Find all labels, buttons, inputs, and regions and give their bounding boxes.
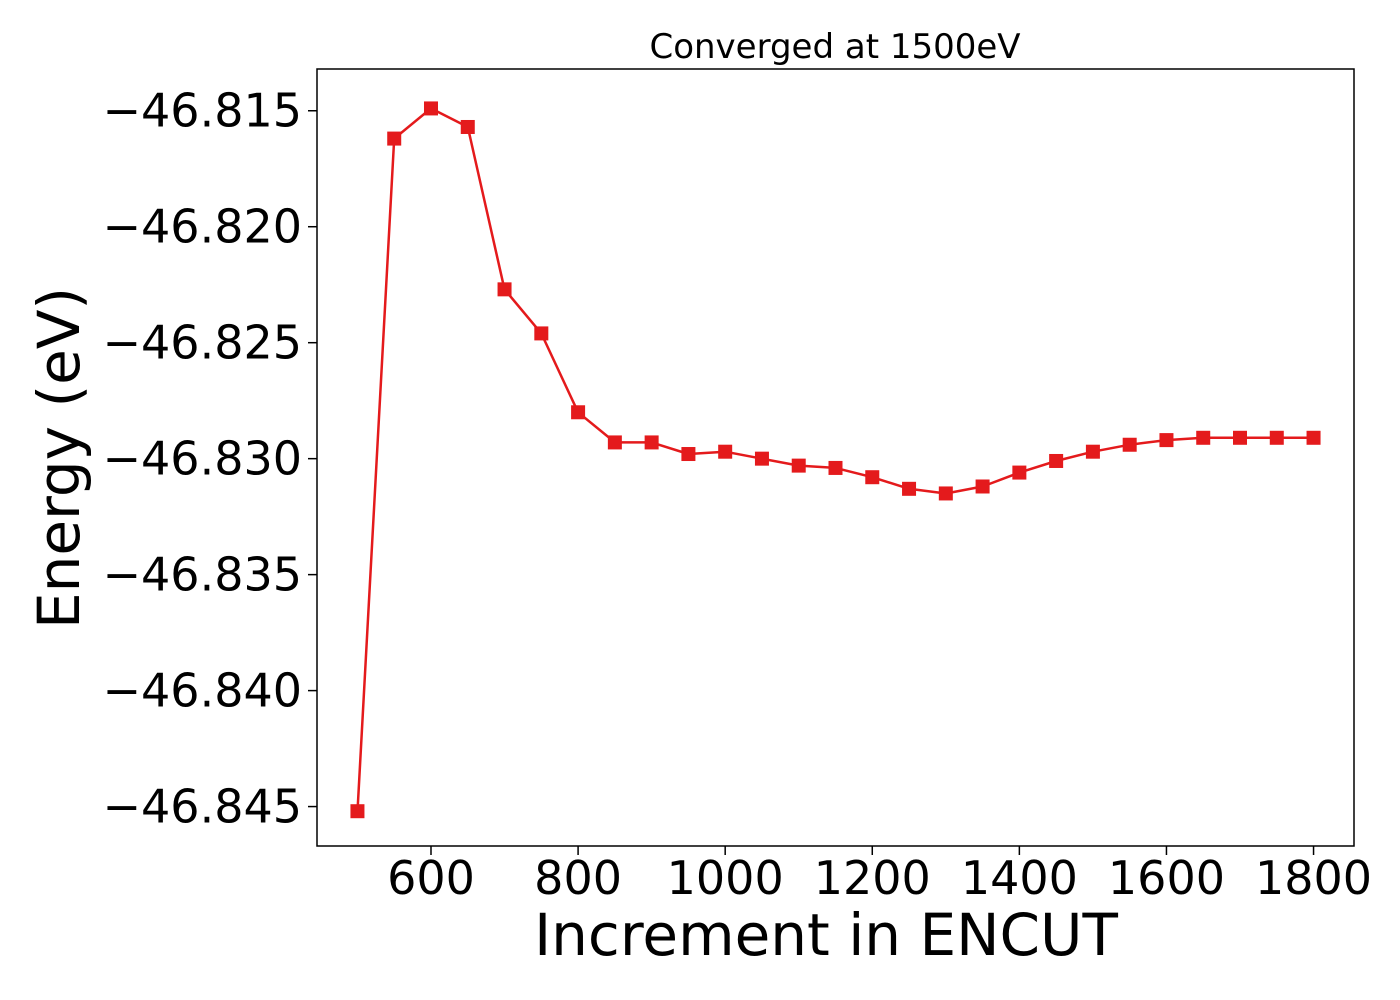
- data-point-marker: [534, 326, 549, 341]
- data-point-marker: [1306, 430, 1321, 445]
- y-tick-label: −46.835: [103, 548, 303, 602]
- data-point-marker: [350, 804, 365, 819]
- y-tick-label: −46.815: [103, 84, 303, 138]
- data-point-marker: [387, 131, 402, 146]
- data-point-marker: [1085, 444, 1100, 459]
- data-point-marker: [1233, 430, 1248, 445]
- data-point-marker: [1049, 453, 1064, 468]
- plot-area: [350, 101, 1321, 819]
- data-point-marker: [828, 460, 843, 475]
- data-point-marker: [902, 481, 917, 496]
- y-tick-label: −46.830: [103, 432, 303, 486]
- data-point-marker: [865, 470, 880, 485]
- data-point-marker: [681, 447, 696, 462]
- data-point-marker: [1269, 430, 1284, 445]
- x-tick-label: 1400: [961, 851, 1078, 905]
- x-axis-label: Increment in ENCUT: [534, 901, 1118, 969]
- data-point-marker: [718, 444, 733, 459]
- y-tick-label: −46.845: [103, 780, 303, 834]
- x-tick-label: 1800: [1255, 851, 1372, 905]
- data-point-marker: [754, 451, 769, 466]
- y-axis-label: Energy (eV): [25, 287, 93, 629]
- x-tick-label: 1600: [1108, 851, 1225, 905]
- x-axis: 600 800 1000 1200 1400 1600 1800: [387, 846, 1372, 905]
- data-point-marker: [423, 101, 438, 116]
- y-tick-label: −46.820: [103, 200, 303, 254]
- data-point-marker: [1012, 465, 1027, 480]
- y-axis: −46.815 −46.820 −46.825 −46.830 −46.835 −46.8…: [103, 84, 317, 834]
- data-point-marker: [460, 119, 475, 134]
- y-tick-label: −46.840: [103, 664, 303, 718]
- x-tick-label: 1000: [667, 851, 784, 905]
- plot-frame: [316, 68, 1355, 847]
- data-point-marker: [791, 458, 806, 473]
- y-tick-label: −46.825: [103, 316, 303, 370]
- data-point-marker: [1122, 437, 1137, 452]
- x-tick-label: 800: [534, 851, 622, 905]
- x-tick-label: 1200: [814, 851, 931, 905]
- chart-title: Converged at 1500eV: [649, 27, 1020, 67]
- data-point-marker: [1196, 430, 1211, 445]
- data-point-marker: [497, 282, 512, 297]
- data-point-marker: [644, 435, 659, 450]
- data-point-marker: [975, 479, 990, 494]
- x-tick-label: 600: [387, 851, 475, 905]
- data-point-marker: [571, 405, 586, 420]
- data-point-marker: [607, 435, 622, 450]
- data-point-marker: [938, 486, 953, 501]
- data-point-marker: [1159, 433, 1174, 448]
